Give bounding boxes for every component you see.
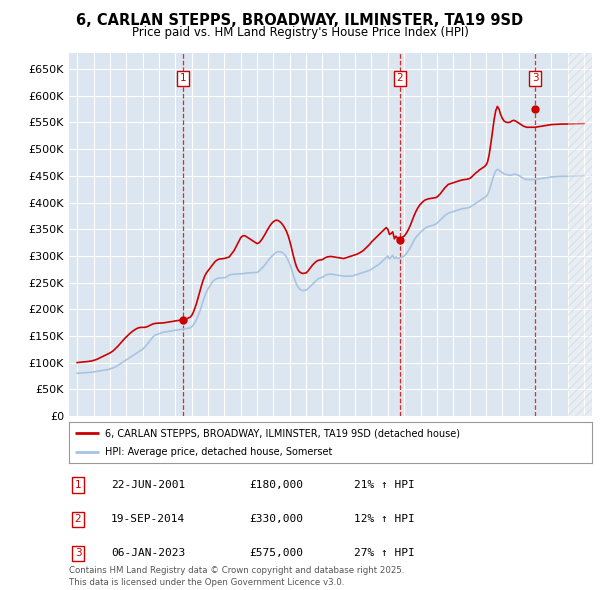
- Text: 06-JAN-2023: 06-JAN-2023: [111, 549, 185, 558]
- Text: 22-JUN-2001: 22-JUN-2001: [111, 480, 185, 490]
- Text: Price paid vs. HM Land Registry's House Price Index (HPI): Price paid vs. HM Land Registry's House …: [131, 26, 469, 39]
- Text: 2: 2: [396, 74, 403, 84]
- Text: Contains HM Land Registry data © Crown copyright and database right 2025.
This d: Contains HM Land Registry data © Crown c…: [69, 566, 404, 587]
- Text: 1: 1: [179, 74, 186, 84]
- Text: 6, CARLAN STEPPS, BROADWAY, ILMINSTER, TA19 9SD: 6, CARLAN STEPPS, BROADWAY, ILMINSTER, T…: [76, 13, 524, 28]
- Text: 27% ↑ HPI: 27% ↑ HPI: [354, 549, 415, 558]
- Text: HPI: Average price, detached house, Somerset: HPI: Average price, detached house, Some…: [104, 447, 332, 457]
- Text: £330,000: £330,000: [249, 514, 303, 524]
- Text: £575,000: £575,000: [249, 549, 303, 558]
- Text: 3: 3: [74, 549, 82, 558]
- Text: 21% ↑ HPI: 21% ↑ HPI: [354, 480, 415, 490]
- Text: 12% ↑ HPI: 12% ↑ HPI: [354, 514, 415, 524]
- Text: 6, CARLAN STEPPS, BROADWAY, ILMINSTER, TA19 9SD (detached house): 6, CARLAN STEPPS, BROADWAY, ILMINSTER, T…: [104, 428, 460, 438]
- Text: 1: 1: [74, 480, 82, 490]
- Text: £180,000: £180,000: [249, 480, 303, 490]
- Text: 3: 3: [532, 74, 538, 84]
- Text: 2: 2: [74, 514, 82, 524]
- Text: 19-SEP-2014: 19-SEP-2014: [111, 514, 185, 524]
